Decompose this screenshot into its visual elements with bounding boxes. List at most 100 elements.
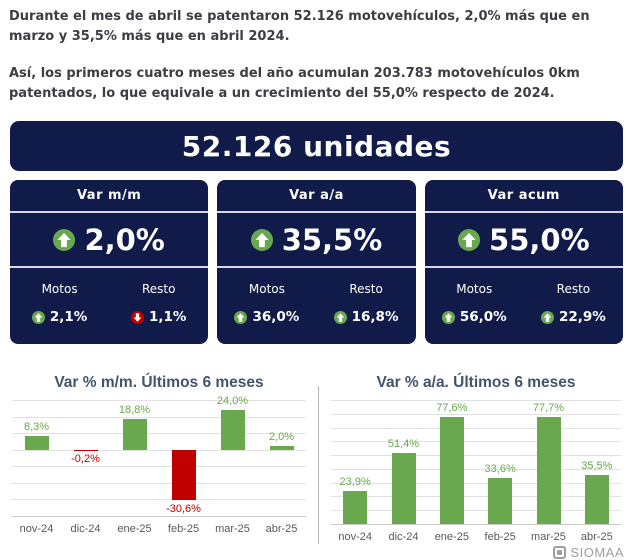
bar-value-label: 51,4%: [387, 438, 420, 451]
bar-value-label: 2,0%: [268, 431, 295, 444]
resto-value: 1,1%: [149, 309, 187, 325]
x-axis-label: ene-25: [117, 523, 152, 535]
resto-column: Resto 22,9%: [524, 268, 623, 344]
gridline: [12, 466, 306, 468]
resto-value-row: 1,1%: [131, 309, 186, 325]
motos-column: Motos 2,1%: [10, 268, 109, 344]
motos-label: Motos: [41, 282, 78, 296]
resto-value-row: 22,9%: [540, 309, 606, 325]
motos-value-row: 56,0%: [441, 309, 507, 325]
bar-mar-25: [220, 409, 245, 450]
motos-value-row: 2,1%: [31, 309, 88, 325]
kpi-card-title: Var a/a: [289, 188, 344, 203]
x-axis-label: dic-24: [388, 531, 419, 543]
gridline: [331, 524, 621, 525]
gridline: [331, 400, 621, 401]
gridline: [12, 516, 306, 517]
gridline: [331, 413, 621, 415]
brand-name: SIOMAA: [570, 545, 624, 560]
resto-column: Resto 1,1%: [109, 268, 208, 344]
arrow-up-circle-icon: [333, 310, 347, 324]
x-axis-label: abr-25: [265, 523, 298, 535]
chart-plot: 8,3% -0,2% 18,8% -30,6% 24,0% 2,0%: [12, 395, 306, 517]
brand-footer: SIOMAA: [0, 545, 624, 560]
gridline: [12, 499, 306, 501]
gridline: [331, 482, 621, 484]
x-axis-label: mar-25: [215, 523, 250, 535]
resto-label: Resto: [556, 282, 591, 296]
intro-paragraph-1: Durante el mes de abril se patentaron 52…: [9, 9, 590, 44]
gridline: [12, 433, 306, 435]
kpi-card-title: Var acum: [487, 188, 560, 203]
motos-value: 2,1%: [49, 309, 88, 325]
bar-abr-25: [584, 475, 609, 524]
intro-section: Durante el mes de abril se patentaron 52…: [0, 0, 633, 104]
gridline: [331, 496, 621, 498]
motos-column: Motos 36,0%: [217, 268, 316, 344]
resto-value: 22,9%: [558, 309, 606, 325]
resto-value: 16,8%: [351, 309, 399, 325]
kpi-main-value-row: 2,0%: [10, 211, 209, 268]
x-axis-label: mar-25: [531, 531, 566, 543]
bar-value-label: -0,2%: [71, 453, 100, 466]
x-axis-label: abr-25: [580, 531, 613, 543]
chart-title: Var % a/a. Últimos 6 meses: [376, 374, 576, 391]
charts-divider: [318, 386, 319, 544]
x-axis-labels: nov-24 dic-24 ene-25 feb-25 mar-25 abr-25: [12, 523, 306, 535]
x-axis-label: feb-25: [484, 531, 516, 543]
intro-paragraph-2: Así, los primeros cuatro meses del año a…: [9, 66, 580, 101]
bar-nov-24: [24, 436, 49, 450]
bar-value-label: 8,3%: [23, 421, 50, 433]
arrow-up-circle-icon: [31, 310, 45, 324]
bar-value-label: -30,6%: [166, 503, 201, 516]
gridline: [331, 510, 621, 512]
x-axis-label: dic-24: [70, 523, 101, 535]
bar-nov-24: [343, 491, 368, 524]
bar-value-label: 24,0%: [216, 394, 249, 407]
motos-value-row: 36,0%: [234, 309, 299, 325]
bar-ene-25: [439, 417, 464, 524]
x-axis-label: ene-25: [434, 531, 469, 543]
kpi-card-breakdown: Motos 56,0% Resto 22,9%: [425, 268, 623, 344]
chart-var-mm: Var % m/m. Últimos 6 meses 8,3% -0,2% 18,8…: [0, 374, 318, 544]
bar-value-label: 33,6%: [484, 462, 516, 475]
bar-dic-24: [391, 453, 416, 524]
chart-plot: 23,9% 51,4% 77,6% 33,6% 77,7% 35,5%: [331, 400, 621, 525]
chart-var-aa: Var % a/a. Últimos 6 meses 23,9% 51,4% 77,…: [319, 374, 633, 544]
arrow-up-circle-icon: [250, 228, 273, 251]
bar-value-label: 77,7%: [532, 401, 565, 414]
motos-value: 36,0%: [252, 309, 300, 325]
gridline: [331, 427, 621, 429]
bar-dic-24: [73, 449, 98, 451]
resto-value-row: 16,8%: [333, 309, 399, 325]
kpi-card-var-mm: Var m/m 2,0% Motos 2,1%: [10, 180, 209, 344]
motos-value: 56,0%: [459, 309, 507, 325]
bar-feb-25: [488, 477, 513, 524]
total-units-banner: 52.126 unidades: [10, 121, 623, 171]
gridline: [12, 416, 306, 418]
bar-value-label: 18,8%: [118, 403, 151, 416]
resto-label: Resto: [141, 282, 176, 296]
gridline: [12, 449, 306, 451]
bar-abr-25: [269, 446, 294, 450]
x-axis-label: feb-25: [167, 523, 200, 535]
kpi-card-breakdown: Motos 36,0% Resto 16,8%: [217, 268, 415, 344]
kpi-main-value: 35,5%: [281, 222, 383, 257]
bar-value-label: 77,6%: [436, 402, 468, 415]
arrow-up-circle-icon: [234, 310, 248, 324]
kpi-card-breakdown: Motos 2,1% Resto 1,1%: [10, 268, 208, 344]
gridline: [331, 441, 621, 443]
arrow-up-circle-icon: [441, 310, 455, 324]
motos-label: Motos: [456, 282, 493, 296]
kpi-card-title: Var m/m: [76, 188, 142, 203]
arrow-up-circle-icon: [458, 228, 481, 251]
gridline: [331, 455, 621, 457]
x-axis-label: nov-24: [19, 523, 54, 535]
bar-feb-25: [171, 449, 196, 501]
kpi-card-var-aa: Var a/a 35,5% Motos 36,0%: [217, 180, 416, 344]
arrow-down-circle-icon: [131, 310, 144, 324]
motos-label: Motos: [248, 282, 285, 296]
bar-value-label: 35,5%: [581, 460, 613, 473]
bar-value-label: 23,9%: [339, 476, 371, 489]
kpi-main-value: 2,0%: [84, 222, 165, 257]
